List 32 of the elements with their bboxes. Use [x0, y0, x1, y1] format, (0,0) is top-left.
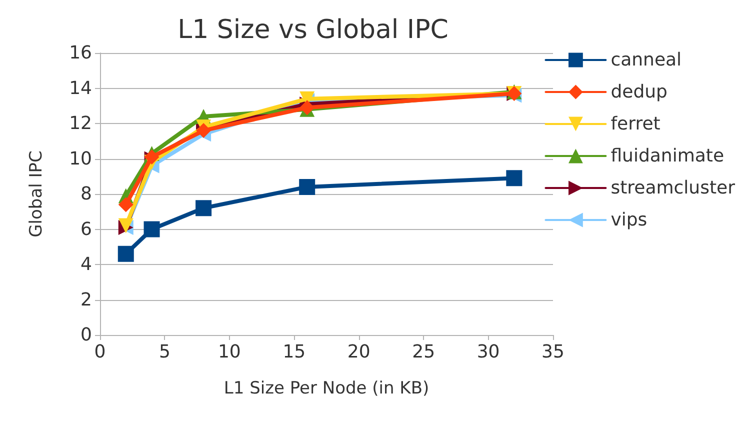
point	[506, 170, 522, 186]
x-tick-label: 0	[94, 342, 106, 362]
x-tick-label: 25	[412, 342, 436, 362]
x-tick-label: 35	[542, 342, 564, 362]
legend-label: streamcluster	[610, 178, 736, 198]
legend-label: vips	[610, 210, 648, 230]
point	[118, 197, 134, 212]
legend-label: dedup	[610, 82, 668, 102]
point	[118, 246, 134, 262]
x-tick-label: 20	[347, 342, 370, 362]
y-tick-label: 10	[69, 148, 92, 170]
y-tick-label: 0	[80, 324, 92, 346]
y-tick-label: 8	[80, 184, 92, 204]
y-tick-label: 16	[69, 42, 92, 64]
legend-label: ferret	[610, 114, 660, 134]
x-axis-title: L1 Size Per Node (in KB)	[224, 378, 430, 398]
x-tick-label: 30	[476, 342, 500, 362]
x-tick-label: 10	[218, 342, 241, 362]
y-tick-label: 2	[80, 289, 92, 310]
legend-label: fluidanimate	[610, 146, 724, 166]
chart-title: L1 Size vs Global IPC	[178, 15, 448, 45]
y-axis-title: Global IPC	[26, 150, 46, 238]
legend-label: canneal	[610, 50, 682, 70]
x-tick-label: 15	[282, 342, 306, 362]
y-tick-label: 6	[80, 218, 92, 240]
point	[299, 178, 316, 195]
point	[196, 200, 212, 216]
y-tick-label: 14	[69, 78, 92, 99]
y-tick-label: 12	[69, 113, 92, 134]
point	[144, 221, 160, 238]
x-tick-label: 5	[158, 342, 170, 362]
y-tick-label: 4	[80, 254, 92, 275]
